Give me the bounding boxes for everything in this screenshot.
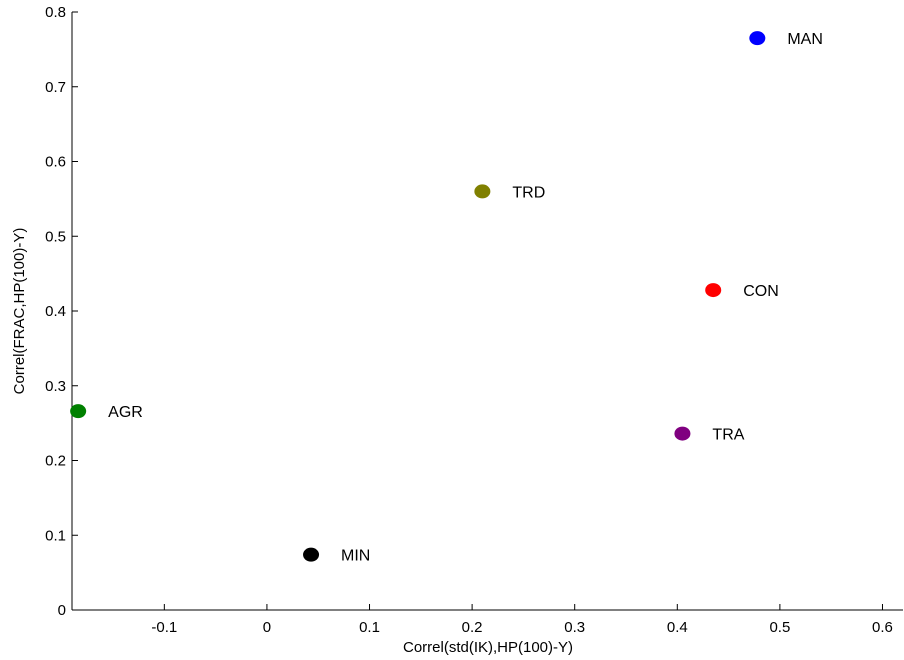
data-point-trd [474, 184, 491, 199]
x-ticks: -0.1 0 0.1 0.2 0.3 0.4 0.5 0.6 [151, 604, 893, 636]
x-tick-label: 0 [263, 619, 271, 636]
data-point-tra [674, 426, 691, 441]
y-tick-label: 0 [58, 602, 66, 619]
x-tick-label: 0.3 [564, 619, 585, 636]
data-point-agr [70, 404, 87, 419]
plot-area [71, 12, 903, 611]
x-tick-label: 0.5 [769, 619, 790, 636]
point-label-min: MIN [341, 548, 370, 565]
y-tick-label: 0.4 [45, 303, 66, 320]
x-tick-label: 0.1 [359, 619, 380, 636]
point-label-agr: AGR [108, 404, 143, 421]
data-point-con [705, 283, 722, 298]
point-label-tra: TRA [712, 427, 744, 444]
y-tick-label: 0.5 [45, 228, 66, 245]
y-tick-label: 0.7 [45, 79, 66, 96]
point-labels: MAN TRD CON AGR TRA MIN [108, 31, 823, 565]
x-tick-label: 0.2 [462, 619, 483, 636]
y-tick-label: 0.3 [45, 378, 66, 395]
point-label-con: CON [743, 283, 779, 300]
y-ticks: 0 0.1 0.2 0.3 0.4 0.5 0.6 0.7 0.8 [45, 4, 78, 619]
y-axis-label: Correl(FRAC,HP(100)-Y) [11, 228, 28, 395]
point-label-trd: TRD [512, 184, 545, 201]
point-label-man: MAN [787, 31, 823, 48]
x-tick-label: 0.4 [667, 619, 688, 636]
data-points [70, 31, 766, 562]
y-tick-label: 0.6 [45, 154, 66, 171]
data-point-min [303, 547, 320, 562]
data-point-man [749, 31, 766, 46]
y-tick-label: 0.8 [45, 4, 66, 21]
x-axis-label: Correl(std(IK),HP(100)-Y) [403, 639, 573, 656]
x-tick-label: 0.6 [872, 619, 893, 636]
x-tick-label: -0.1 [151, 619, 177, 636]
y-tick-label: 0.1 [45, 527, 66, 544]
y-tick-label: 0.2 [45, 453, 66, 470]
